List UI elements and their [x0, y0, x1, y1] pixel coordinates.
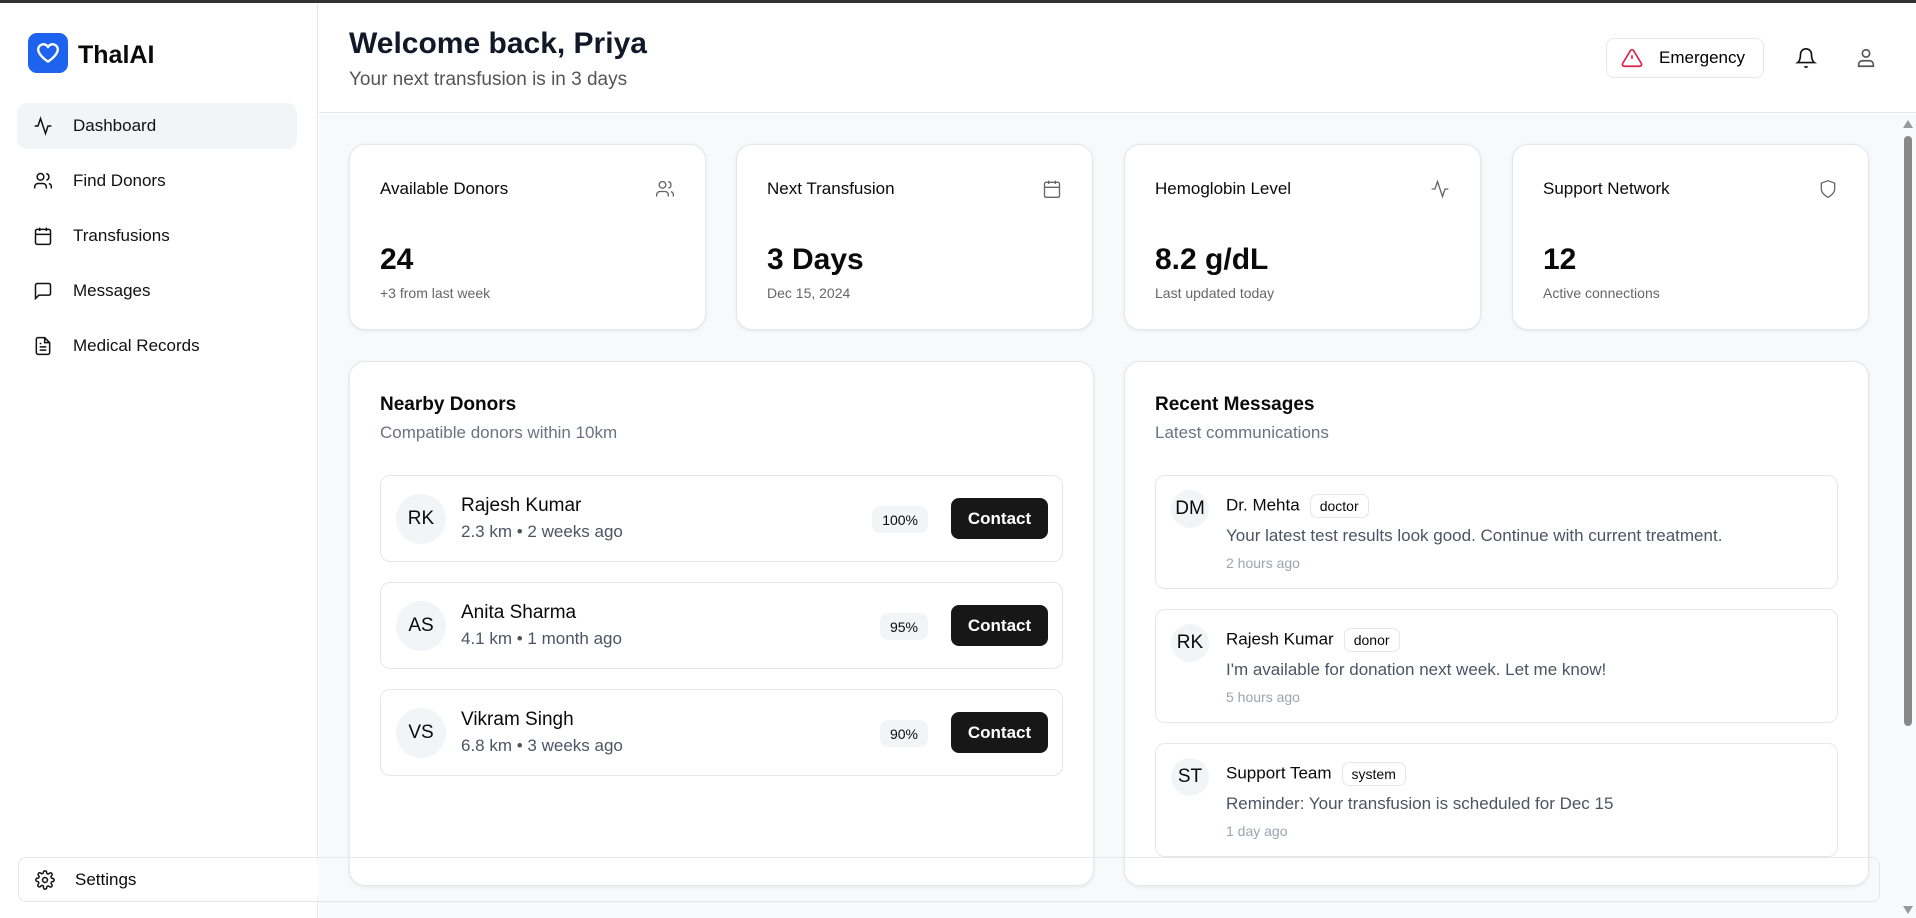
alert-triangle-icon	[1621, 48, 1643, 68]
stat-label: Support Network	[1543, 179, 1670, 198]
sidebar-item-dashboard[interactable]: Dashboard	[17, 103, 297, 149]
donor-name: Vikram Singh	[461, 709, 574, 730]
donor-meta: 2.3 km • 2 weeks ago	[461, 522, 623, 541]
match-badge: 90%	[879, 720, 928, 747]
window-top-border	[0, 0, 1916, 3]
sender-name: Support Team	[1226, 763, 1332, 783]
stat-note: Dec 15, 2024	[767, 285, 851, 301]
donor-row: RK Rajesh Kumar 2.3 km • 2 weeks ago 100…	[380, 475, 1063, 562]
scrollbar-thumb[interactable]	[1904, 136, 1912, 726]
avatar: RK	[1171, 624, 1209, 662]
stat-value: 12	[1543, 243, 1577, 276]
sidebar: ThalAI Dashboard Find Donors Transfusion…	[0, 3, 318, 918]
stat-note: +3 from last week	[380, 285, 491, 301]
donor-meta: 6.8 km • 3 weeks ago	[461, 736, 623, 755]
page-header: Welcome back, Priya Your next transfusio…	[319, 3, 1916, 113]
panel-subtitle: Compatible donors within 10km	[380, 423, 618, 442]
stat-value: 8.2 g/dL	[1155, 243, 1269, 276]
emergency-button[interactable]: Emergency	[1606, 38, 1764, 78]
gear-icon	[35, 869, 55, 890]
page-title: Welcome back, Priya	[349, 27, 647, 60]
stat-card-support-network: Support Network 12 Active connections	[1512, 144, 1869, 330]
stat-label: Next Transfusion	[767, 179, 895, 198]
stat-note: Last updated today	[1155, 285, 1275, 301]
emergency-label: Emergency	[1659, 48, 1745, 67]
users-icon	[656, 180, 675, 197]
donor-name: Rajesh Kumar	[461, 495, 582, 516]
panel-title: Nearby Donors	[380, 394, 517, 415]
main-scrollbar[interactable]	[1900, 118, 1916, 918]
panel-subtitle: Latest communications	[1155, 423, 1329, 442]
page-subtitle: Your next transfusion is in 3 days	[349, 69, 628, 90]
message-text: I'm available for donation next week. Le…	[1226, 660, 1607, 679]
avatar: RK	[396, 494, 446, 544]
sidebar-item-label: Transfusions	[73, 226, 170, 245]
stat-note: Active connections	[1543, 285, 1660, 301]
sidebar-item-label: Find Donors	[73, 171, 166, 190]
role-tag: doctor	[1309, 494, 1369, 518]
activity-icon	[34, 116, 52, 136]
role-tag: system	[1341, 762, 1406, 786]
avatar: DM	[1171, 490, 1209, 528]
donor-meta: 4.1 km • 1 month ago	[461, 629, 622, 648]
stat-value: 24	[380, 243, 414, 276]
message-time: 5 hours ago	[1226, 689, 1300, 705]
message-item[interactable]: RK Rajesh Kumar donor I'm available for d…	[1155, 609, 1838, 723]
calendar-icon	[1043, 180, 1061, 198]
contact-button[interactable]: Contact	[951, 712, 1048, 753]
calendar-icon	[34, 227, 52, 246]
activity-icon	[1431, 179, 1449, 199]
message-time: 1 day ago	[1226, 823, 1288, 839]
role-tag: donor	[1343, 628, 1400, 652]
donor-row: AS Anita Sharma 4.1 km • 1 month ago 95%…	[380, 582, 1063, 669]
app-name: ThalAI	[78, 41, 155, 69]
sender-name: Dr. Mehta	[1226, 495, 1300, 515]
settings-button[interactable]: Settings	[18, 857, 1880, 902]
message-time: 2 hours ago	[1226, 555, 1300, 571]
message-item[interactable]: ST Support Team system Reminder: Your tra…	[1155, 743, 1838, 857]
sidebar-item-transfusions[interactable]: Transfusions	[17, 213, 297, 259]
sidebar-item-label: Messages	[73, 281, 151, 300]
sidebar-item-medical-records[interactable]: Medical Records	[17, 323, 297, 369]
sidebar-item-messages[interactable]: Messages	[17, 268, 297, 314]
avatar: AS	[396, 601, 446, 651]
scroll-down-arrow-icon[interactable]	[1903, 906, 1913, 914]
heart-logo-icon	[28, 33, 68, 73]
message-square-icon	[34, 282, 52, 301]
users-icon	[33, 172, 53, 189]
user-icon[interactable]	[1855, 47, 1877, 69]
sidebar-item-label: Dashboard	[73, 116, 157, 135]
donor-name: Anita Sharma	[461, 602, 577, 623]
match-badge: 100%	[872, 506, 928, 533]
shield-icon	[1820, 179, 1836, 199]
nearby-donors-panel: Nearby Donors Compatible donors within 1…	[349, 361, 1094, 886]
recent-messages-panel: Recent Messages Latest communications DM…	[1124, 361, 1869, 886]
panel-title: Recent Messages	[1155, 394, 1315, 415]
message-text: Your latest test results look good. Cont…	[1226, 526, 1723, 545]
stat-card-hemoglobin: Hemoglobin Level 8.2 g/dL Last updated t…	[1124, 144, 1481, 330]
message-item[interactable]: DM Dr. Mehta doctor Your latest test resu…	[1155, 475, 1838, 589]
avatar: VS	[396, 708, 446, 758]
stat-card-available-donors: Available Donors 24 +3 from last week	[349, 144, 706, 330]
stat-label: Available Donors	[380, 179, 509, 198]
avatar: ST	[1171, 758, 1209, 796]
message-text: Reminder: Your transfusion is scheduled …	[1226, 794, 1614, 813]
bell-icon[interactable]	[1795, 47, 1817, 69]
contact-button[interactable]: Contact	[951, 498, 1048, 539]
stat-label: Hemoglobin Level	[1155, 179, 1292, 198]
stat-value: 3 Days	[767, 243, 864, 276]
sidebar-nav: Dashboard Find Donors Transfusions Messa…	[17, 103, 297, 378]
donor-row: VS Vikram Singh 6.8 km • 3 weeks ago 90%…	[380, 689, 1063, 776]
scroll-up-arrow-icon[interactable]	[1903, 120, 1913, 128]
contact-button[interactable]: Contact	[951, 605, 1048, 646]
sidebar-item-find-donors[interactable]: Find Donors	[17, 158, 297, 204]
stat-card-next-transfusion: Next Transfusion 3 Days Dec 15, 2024	[736, 144, 1093, 330]
settings-label: Settings	[75, 869, 137, 889]
dashboard-main: Available Donors 24 +3 from last week Ne…	[319, 114, 1916, 918]
sender-name: Rajesh Kumar	[1226, 629, 1334, 649]
sidebar-item-label: Medical Records	[73, 336, 200, 355]
match-badge: 95%	[879, 613, 928, 640]
file-text-icon	[35, 336, 51, 356]
